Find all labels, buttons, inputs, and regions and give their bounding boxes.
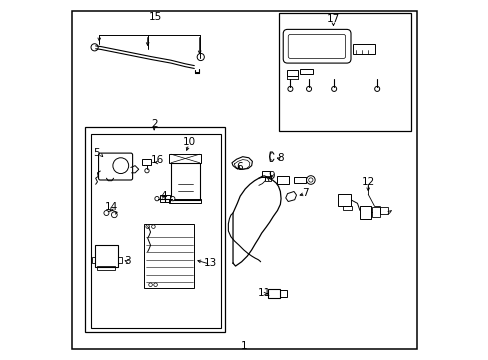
Text: 8: 8 <box>277 153 283 163</box>
Bar <box>293 177 305 183</box>
Bar <box>352 44 375 54</box>
Circle shape <box>104 211 109 216</box>
Text: 17: 17 <box>326 14 339 24</box>
Bar <box>160 195 169 202</box>
Circle shape <box>91 44 98 51</box>
Polygon shape <box>285 192 296 202</box>
Circle shape <box>111 212 117 218</box>
Bar <box>91 134 221 328</box>
Text: 11: 11 <box>257 288 270 298</box>
Text: 4: 4 <box>160 191 167 201</box>
Bar <box>265 176 271 181</box>
Circle shape <box>151 225 155 228</box>
Text: 14: 14 <box>105 202 118 212</box>
Circle shape <box>287 86 292 91</box>
Text: 12: 12 <box>361 177 374 187</box>
Text: 1: 1 <box>241 341 247 351</box>
Text: 10: 10 <box>182 138 195 147</box>
Circle shape <box>306 86 311 91</box>
Bar <box>169 199 201 203</box>
Bar <box>286 69 297 76</box>
Bar <box>94 245 118 267</box>
Bar <box>171 163 199 200</box>
Bar <box>92 257 94 263</box>
Circle shape <box>374 86 379 91</box>
Bar <box>142 159 151 165</box>
Circle shape <box>306 176 314 184</box>
Polygon shape <box>231 157 252 169</box>
Text: 7: 7 <box>302 188 308 198</box>
Bar <box>300 69 312 74</box>
Bar <box>278 13 410 131</box>
Bar <box>261 171 270 177</box>
Circle shape <box>155 197 159 201</box>
Text: 2: 2 <box>150 120 157 129</box>
Bar <box>169 154 201 163</box>
Bar <box>359 206 370 219</box>
Circle shape <box>197 53 204 60</box>
Circle shape <box>331 86 336 91</box>
Circle shape <box>170 197 175 201</box>
Circle shape <box>148 283 152 287</box>
Circle shape <box>153 283 157 287</box>
Bar <box>279 291 286 297</box>
Text: 3: 3 <box>124 256 131 266</box>
Text: 13: 13 <box>203 258 217 268</box>
Bar <box>379 207 387 214</box>
Circle shape <box>308 178 312 182</box>
Bar <box>97 266 115 270</box>
Circle shape <box>145 225 149 228</box>
Bar <box>276 176 289 184</box>
Bar <box>338 194 351 206</box>
Bar <box>118 257 122 263</box>
Bar <box>371 207 379 217</box>
Bar <box>85 127 224 332</box>
Text: 5: 5 <box>93 148 100 158</box>
Circle shape <box>144 168 149 173</box>
Bar <box>144 224 194 288</box>
Bar <box>343 206 351 211</box>
Bar <box>267 289 279 298</box>
Text: 6: 6 <box>235 162 242 172</box>
Text: 9: 9 <box>268 171 275 181</box>
Text: 16: 16 <box>151 155 164 165</box>
Text: 15: 15 <box>149 12 162 22</box>
